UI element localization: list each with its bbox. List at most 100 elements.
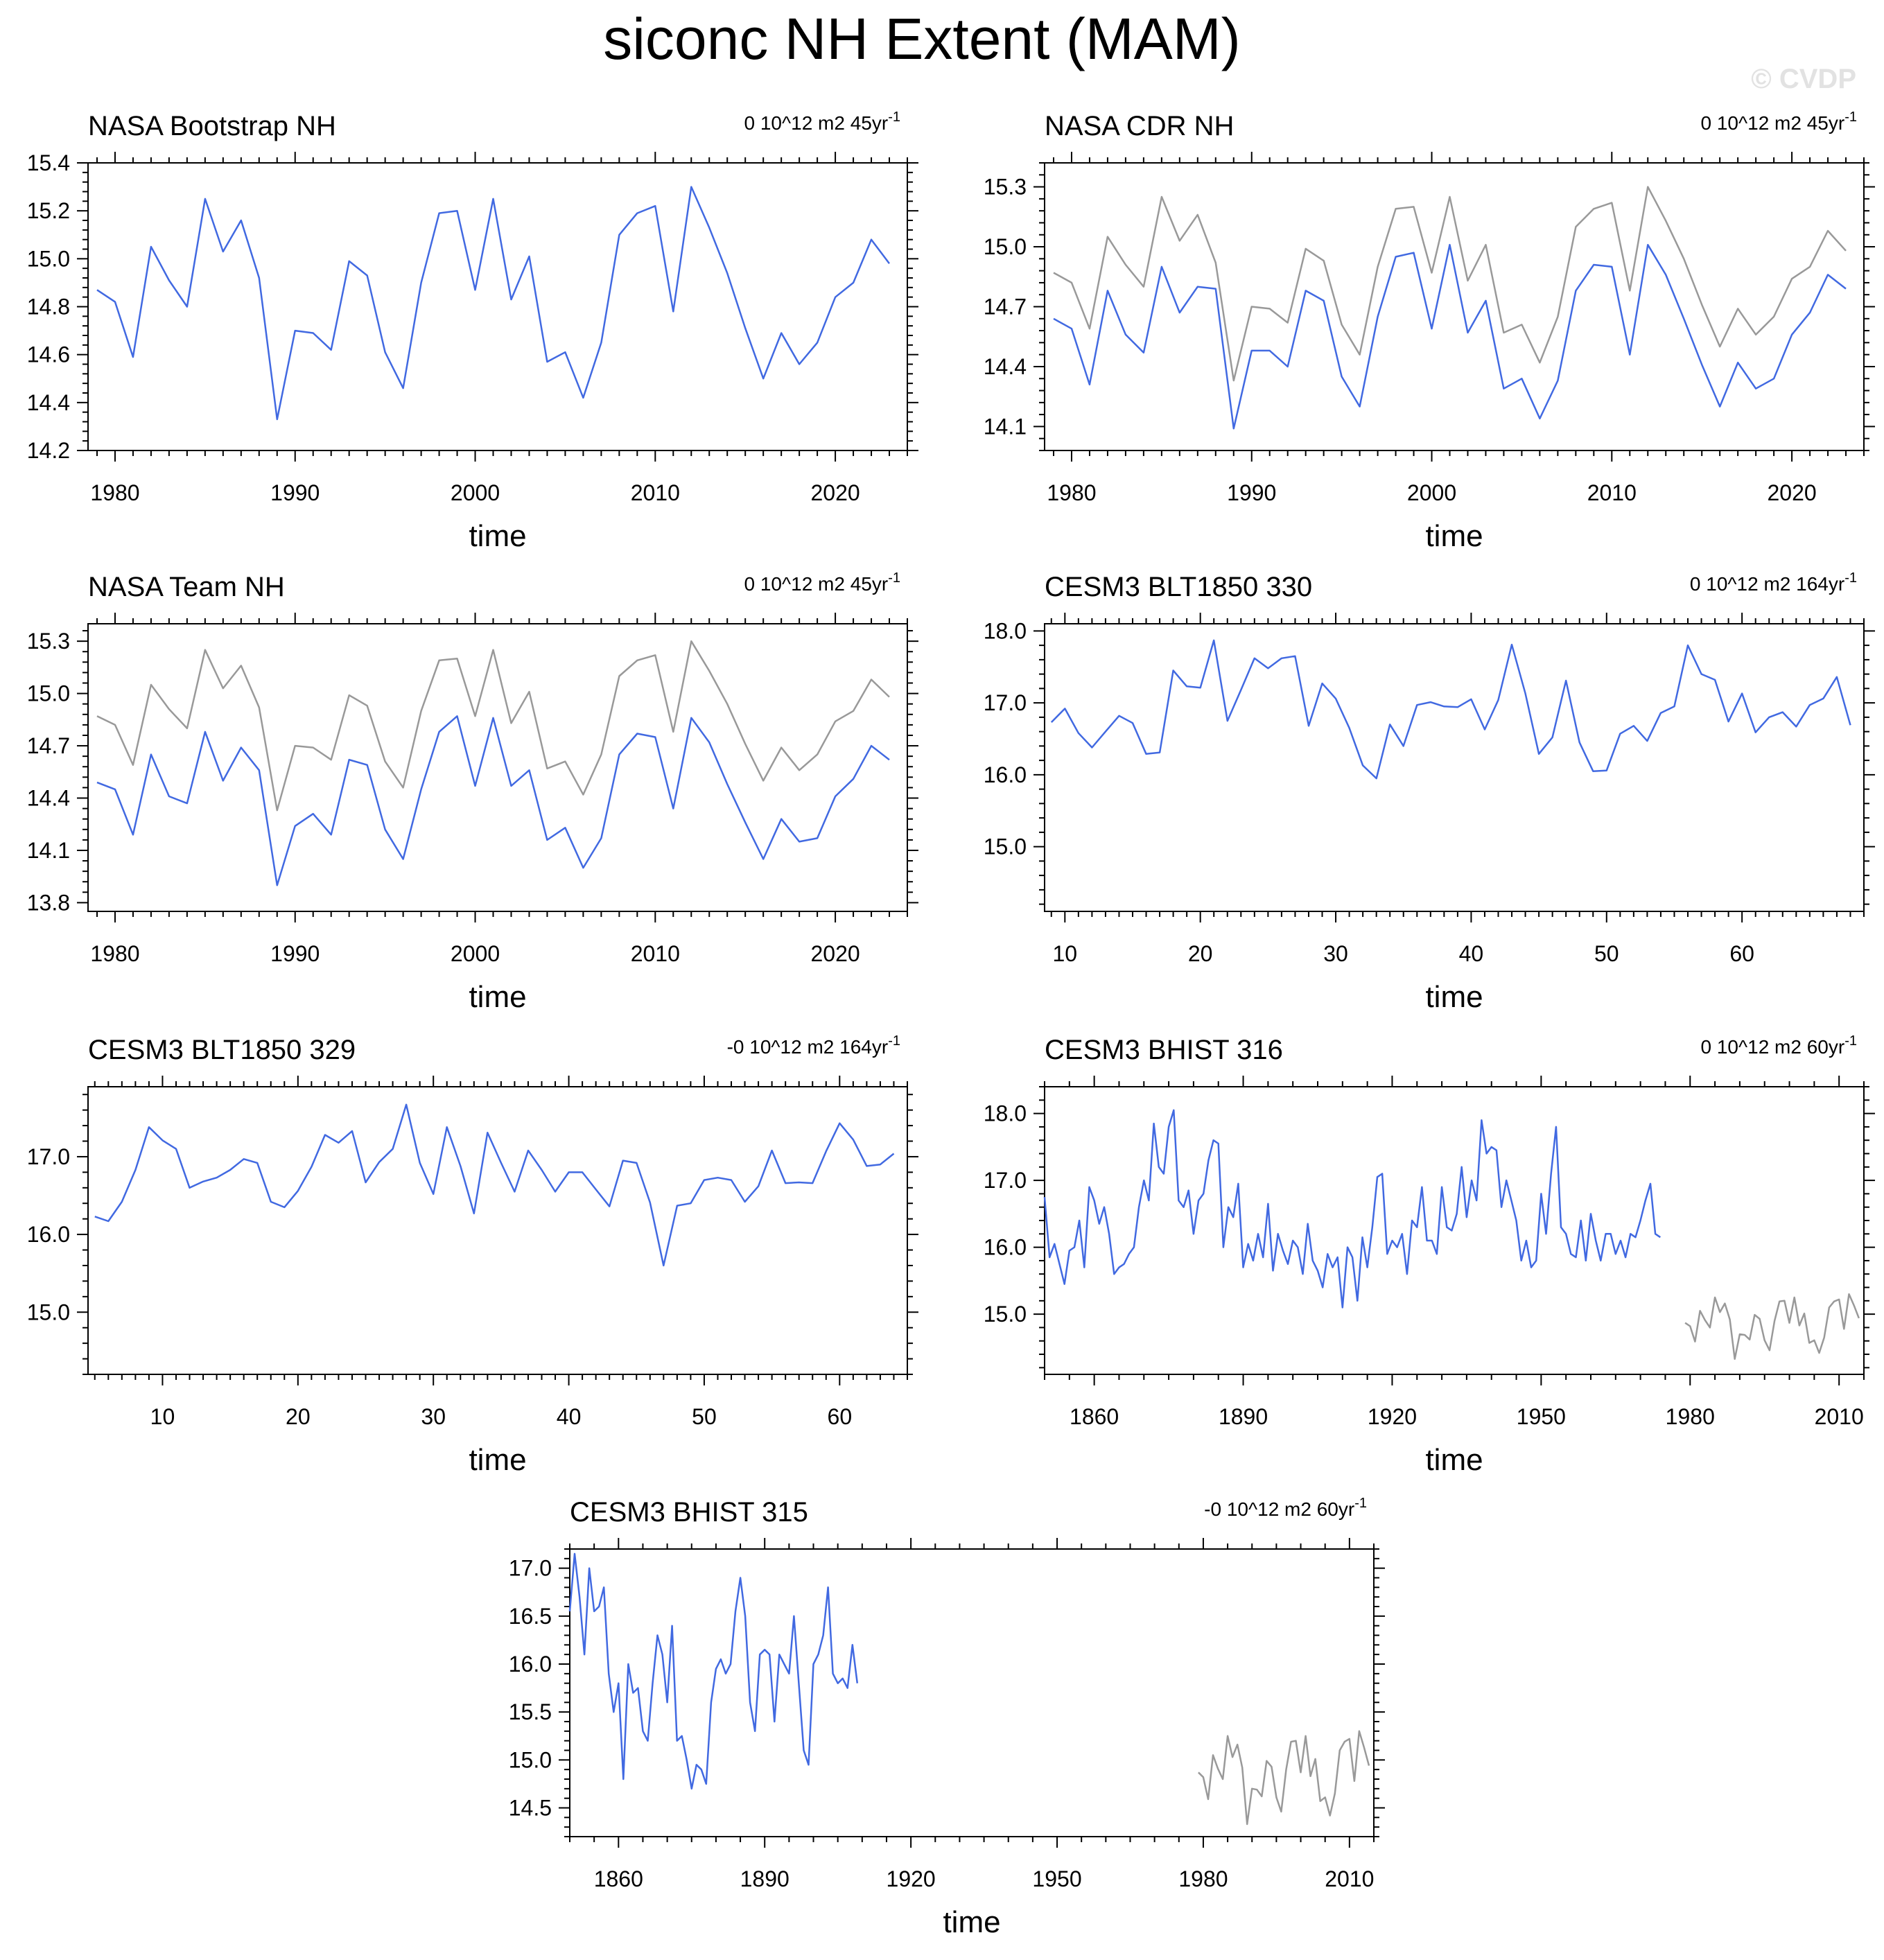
y-tick-label: 15.0 xyxy=(509,1747,552,1772)
x-axis-label: time xyxy=(1425,980,1483,1014)
x-tick-label: 2020 xyxy=(810,480,860,505)
x-tick-label: 1920 xyxy=(887,1866,936,1891)
y-tick-label: 14.4 xyxy=(984,354,1027,379)
y-tick-label: 15.0 xyxy=(27,681,70,706)
trend-label: 0 10^12 m2 60yr-1 xyxy=(1701,1033,1858,1058)
x-tick-label: 1990 xyxy=(270,480,320,505)
x-tick-label: 1950 xyxy=(1032,1866,1081,1891)
x-tick-label: 50 xyxy=(692,1404,717,1429)
chart-panel-2: NASA CDR NH 0 10^12 m2 45yr-1 1980 1990 2000… xyxy=(984,110,1875,553)
y-tick-label: 16.0 xyxy=(984,1235,1027,1260)
panel-title: CESM3 BHIST 315 xyxy=(570,1497,808,1528)
trend-label: 0 10^12 m2 45yr-1 xyxy=(744,570,901,595)
trend-exponent: -1 xyxy=(888,1033,900,1049)
trend-label: 0 10^12 m2 45yr-1 xyxy=(1701,110,1858,134)
x-tick-label: 1990 xyxy=(1227,480,1276,505)
y-tick-label: 16.0 xyxy=(27,1222,70,1247)
panel-title: NASA Team NH xyxy=(88,572,285,602)
y-tick-label: 15.0 xyxy=(984,834,1027,859)
series-line-nasa-bootstrap-nh xyxy=(96,640,890,812)
y-tick-label: 14.6 xyxy=(27,342,70,367)
series-line-cesm3-blt1850-330 xyxy=(1050,639,1851,780)
y-tick-label: 15.0 xyxy=(984,234,1027,259)
y-tick-label: 17.0 xyxy=(984,1168,1027,1193)
cvdp-watermark: © CVDP xyxy=(1751,64,1856,94)
y-tick-label: 15.3 xyxy=(27,629,70,654)
y-tick-label: 15.2 xyxy=(27,198,70,223)
x-tick-label: 2010 xyxy=(1325,1866,1374,1891)
y-tick-label: 14.7 xyxy=(27,733,70,758)
x-tick-label: 1980 xyxy=(1666,1404,1715,1429)
y-tick-label: 15.3 xyxy=(984,175,1027,200)
plot-frame xyxy=(87,1086,908,1375)
series-line-nasa-cdr-nh xyxy=(1053,243,1847,430)
y-tick-label: 16.0 xyxy=(509,1652,552,1677)
panel-title: CESM3 BLT1850 329 xyxy=(88,1035,356,1065)
x-tick-label: 2020 xyxy=(1767,480,1816,505)
trend-exponent: -1 xyxy=(888,110,900,125)
series-line-nasa-bootstrap-nh xyxy=(96,186,890,421)
x-tick-label: 1890 xyxy=(740,1866,790,1891)
y-tick-label: 16.5 xyxy=(509,1604,552,1629)
series-line-cesm3-blt1850-329 xyxy=(94,1103,895,1267)
series-line-cesm3-bhist-315 xyxy=(568,1552,859,1790)
x-tick-label: 10 xyxy=(1053,941,1078,966)
y-tick-label: 15.5 xyxy=(509,1699,552,1724)
series-line-nasa-team-nh xyxy=(96,715,890,886)
x-tick-label: 60 xyxy=(1729,941,1754,966)
x-tick-label: 1950 xyxy=(1517,1404,1566,1429)
x-axis-label: time xyxy=(943,1905,1000,1939)
trend-label: -0 10^12 m2 164yr-1 xyxy=(727,1033,900,1058)
y-tick-label: 14.2 xyxy=(27,438,70,463)
x-tick-label: 2010 xyxy=(1587,480,1637,505)
x-tick-label: 2000 xyxy=(451,480,500,505)
y-tick-label: 14.4 xyxy=(27,390,70,415)
x-tick-label: 2000 xyxy=(1407,480,1456,505)
y-tick-label: 14.1 xyxy=(27,838,70,863)
x-tick-label: 2010 xyxy=(1815,1404,1864,1429)
trend-exponent: -1 xyxy=(1844,110,1857,125)
y-tick-label: 18.0 xyxy=(984,618,1027,643)
plot-frame xyxy=(569,1548,1375,1837)
x-tick-label: 1980 xyxy=(1047,480,1096,505)
y-tick-label: 17.0 xyxy=(509,1556,552,1581)
x-tick-label: 60 xyxy=(828,1404,853,1429)
x-tick-label: 20 xyxy=(286,1404,311,1429)
series-line-observations xyxy=(1198,1730,1370,1826)
y-tick-label: 18.0 xyxy=(984,1101,1027,1126)
x-tick-label: 2010 xyxy=(631,941,680,966)
trend-exponent: -1 xyxy=(1844,570,1857,586)
panel-title: NASA CDR NH xyxy=(1045,111,1234,141)
y-tick-label: 14.7 xyxy=(984,295,1027,320)
figure-title: siconc NH Extent (MAM) xyxy=(603,6,1241,71)
chart-panel-5: CESM3 BLT1850 329 -0 10^12 m2 164yr-1 10 20… xyxy=(27,1033,918,1477)
x-tick-label: 1990 xyxy=(270,941,320,966)
x-axis-label: time xyxy=(469,519,526,553)
x-tick-label: 1980 xyxy=(1178,1866,1228,1891)
panel-title: NASA Bootstrap NH xyxy=(88,111,336,141)
y-tick-label: 13.8 xyxy=(27,890,70,915)
x-tick-label: 1860 xyxy=(594,1866,643,1891)
plot-frame xyxy=(87,623,908,912)
plot-frame xyxy=(87,162,908,451)
y-tick-label: 14.4 xyxy=(27,786,70,811)
x-axis-label: time xyxy=(1425,519,1483,553)
x-tick-label: 1920 xyxy=(1368,1404,1417,1429)
x-axis-label: time xyxy=(469,1443,526,1477)
series-line-cesm3-bhist-316 xyxy=(1043,1109,1661,1309)
y-tick-label: 15.0 xyxy=(27,246,70,271)
x-tick-label: 1890 xyxy=(1219,1404,1268,1429)
y-tick-label: 14.1 xyxy=(984,414,1027,439)
x-tick-label: 1860 xyxy=(1070,1404,1119,1429)
chart-panel-7: CESM3 BHIST 315 -0 10^12 m2 60yr-1 1860 189… xyxy=(509,1496,1385,1939)
trend-label: 0 10^12 m2 45yr-1 xyxy=(744,110,901,134)
y-tick-label: 17.0 xyxy=(984,690,1027,715)
x-tick-label: 20 xyxy=(1188,941,1213,966)
trend-exponent: -1 xyxy=(1354,1496,1367,1511)
x-tick-label: 2010 xyxy=(631,480,680,505)
y-tick-label: 14.5 xyxy=(509,1796,552,1821)
x-tick-label: 10 xyxy=(150,1404,175,1429)
chart-panel-1: NASA Bootstrap NH 0 10^12 m2 45yr-1 1980 19… xyxy=(27,110,918,553)
